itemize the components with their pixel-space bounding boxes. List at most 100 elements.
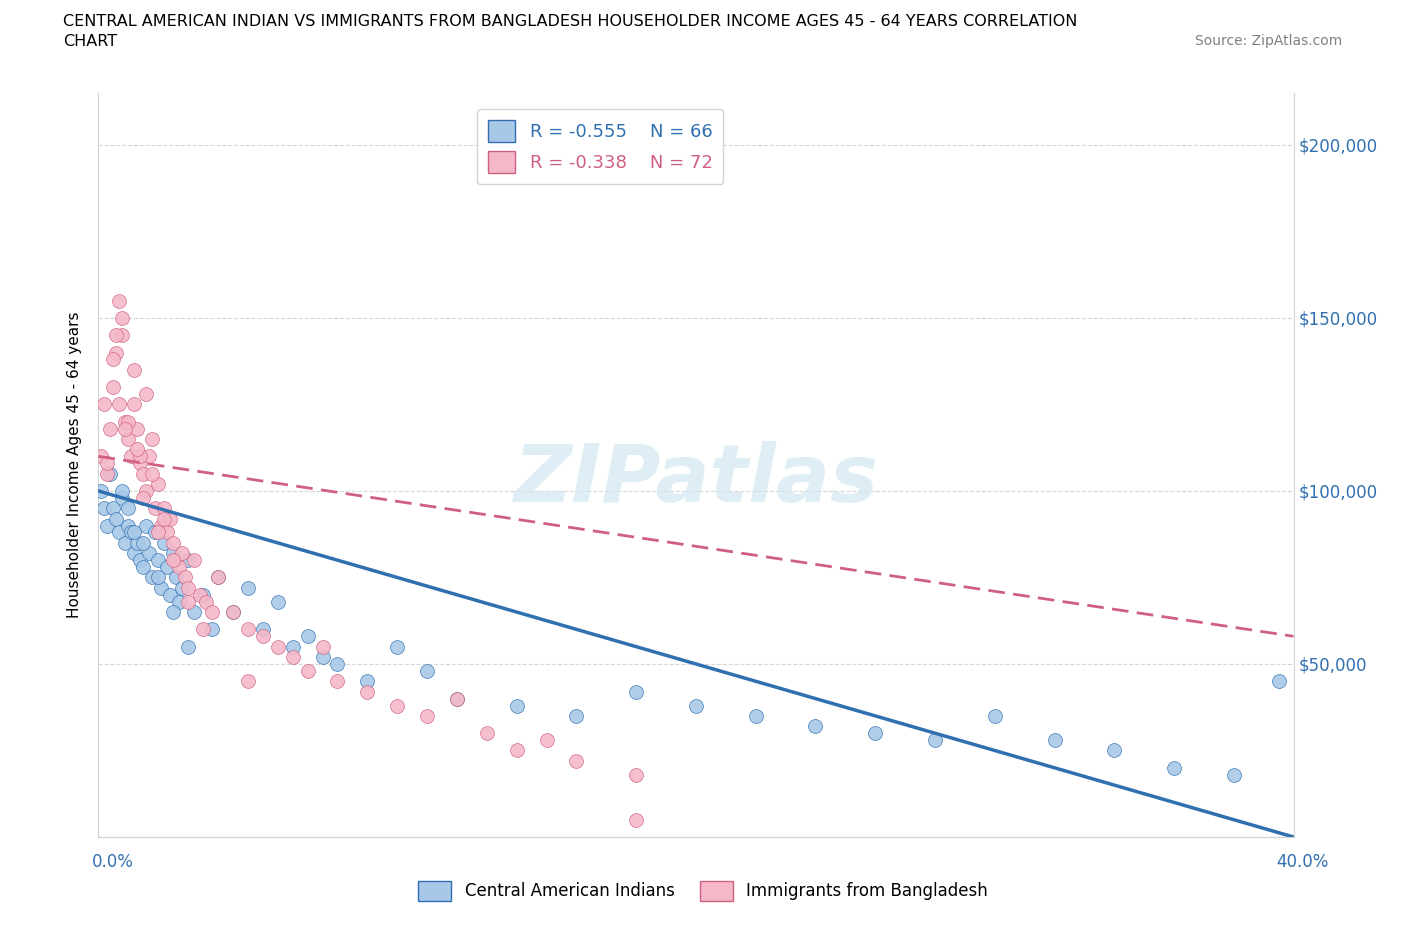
Point (117, 501, 139, 516)
Point (105, 345, 128, 360)
Point (105, 327, 128, 342)
Point (207, 570, 229, 585)
Point (120, 449, 142, 464)
Point (148, 570, 170, 585)
Point (326, 674, 349, 689)
Point (174, 570, 197, 585)
Point (135, 484, 157, 498)
Point (252, 629, 274, 644)
Point (416, 709, 439, 724)
Point (565, 709, 588, 724)
Point (311, 650, 333, 665)
Point (177, 552, 200, 567)
Point (356, 684, 378, 699)
Point (153, 536, 176, 551)
Point (385, 698, 409, 713)
Y-axis label: Householder Income Ages 45 - 64 years: Householder Income Ages 45 - 64 years (67, 312, 83, 618)
Point (183, 604, 205, 619)
Point (141, 466, 163, 481)
Point (416, 663, 439, 678)
Point (127, 442, 149, 457)
Point (135, 518, 157, 533)
Point (150, 580, 173, 595)
Text: 0.0%: 0.0% (91, 853, 134, 870)
Point (207, 570, 229, 585)
Point (148, 525, 170, 540)
Point (326, 657, 349, 671)
Text: 40.0%: 40.0% (1277, 853, 1329, 870)
Point (148, 552, 170, 567)
Point (626, 812, 648, 827)
Point (311, 639, 333, 654)
Point (114, 536, 136, 551)
Point (183, 552, 205, 567)
Point (159, 588, 181, 603)
Point (252, 622, 274, 637)
Point (93, 501, 115, 516)
Point (865, 725, 887, 740)
Point (385, 639, 409, 654)
Point (153, 512, 176, 526)
Point (167, 594, 190, 609)
Point (191, 622, 214, 637)
Point (120, 525, 142, 540)
Point (143, 525, 166, 540)
Point (153, 501, 176, 516)
Point (103, 379, 125, 394)
Point (1104, 743, 1126, 758)
Point (267, 639, 290, 654)
Point (536, 733, 558, 748)
Point (129, 552, 152, 567)
Point (117, 518, 139, 533)
Point (222, 604, 245, 619)
Point (236, 622, 259, 637)
Point (267, 594, 290, 609)
Point (105, 512, 128, 526)
Point (162, 536, 184, 551)
Point (1163, 761, 1185, 776)
Point (141, 432, 163, 446)
Point (1043, 733, 1066, 748)
Point (138, 449, 160, 464)
Point (188, 588, 211, 603)
Point (96, 456, 118, 471)
Point (162, 552, 184, 567)
Point (132, 560, 155, 575)
Point (177, 580, 200, 595)
Point (165, 552, 187, 567)
Point (98, 466, 122, 481)
Point (281, 639, 304, 654)
Legend: R = -0.555    N = 66, R = -0.338    N = 72: R = -0.555 N = 66, R = -0.338 N = 72 (477, 110, 724, 184)
Point (984, 709, 1007, 724)
Point (96, 518, 118, 533)
Point (132, 466, 155, 481)
Point (117, 432, 139, 446)
Point (804, 719, 827, 734)
Point (172, 546, 194, 561)
Point (626, 684, 648, 699)
Point (124, 363, 146, 378)
Point (159, 512, 181, 526)
Point (1223, 767, 1246, 782)
Point (924, 733, 946, 748)
Point (165, 570, 187, 585)
Point (195, 594, 218, 609)
Point (127, 536, 149, 551)
Point (108, 525, 131, 540)
Point (1267, 674, 1289, 689)
Point (129, 449, 152, 464)
Point (111, 490, 134, 505)
Text: CENTRAL AMERICAN INDIAN VS IMMIGRANTS FROM BANGLADESH HOUSEHOLDER INCOME AGES 45: CENTRAL AMERICAN INDIAN VS IMMIGRANTS FR… (63, 14, 1077, 29)
Point (127, 421, 149, 436)
Point (132, 536, 155, 551)
Point (201, 604, 224, 619)
Point (117, 414, 139, 429)
Point (236, 580, 259, 595)
Point (124, 546, 146, 561)
Point (129, 456, 152, 471)
Point (745, 709, 768, 724)
Point (297, 629, 319, 644)
Point (103, 501, 125, 516)
Point (150, 518, 173, 533)
Point (143, 501, 166, 516)
